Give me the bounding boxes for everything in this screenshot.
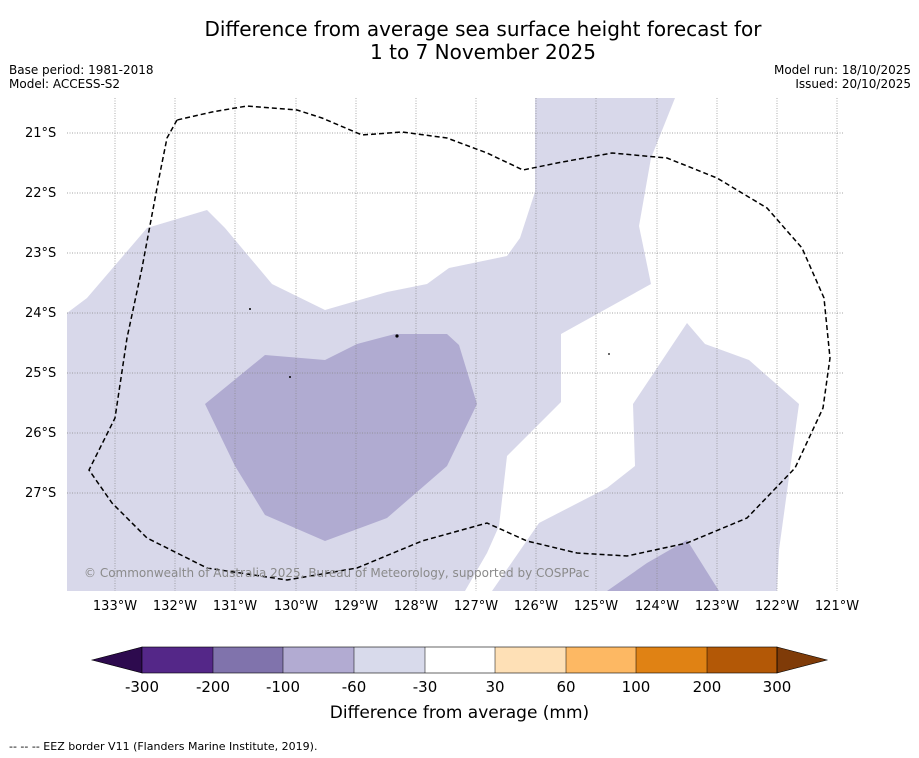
colorbar-tick-60: 60	[556, 678, 576, 696]
colorbar-title: Difference from average (mm)	[329, 703, 590, 723]
lat-label-24s: 24°S	[25, 306, 57, 321]
colorbar-tick-minus300: -300	[124, 678, 160, 696]
model-info: Base period: 1981-2018 Model: ACCESS-S2	[9, 63, 154, 91]
run-info: Model run: 18/10/2025 Issued: 20/10/2025	[774, 63, 911, 91]
medium-region-southeast	[607, 540, 719, 591]
lat-label-26s: 26°S	[25, 426, 57, 441]
lon-label-132w: 132°W	[152, 599, 198, 614]
eez-border-line	[88, 105, 831, 581]
lon-label-123w: 123°W	[694, 599, 740, 614]
island-2	[289, 376, 291, 378]
base-period: Base period: 1981-2018	[9, 63, 154, 77]
medium-anomaly-band	[205, 334, 719, 591]
model-name: Model: ACCESS-S2	[9, 77, 121, 91]
sea-height-map[interactable]	[67, 98, 843, 591]
island-3	[395, 334, 399, 338]
title-line-1: Difference from average sea surface heig…	[204, 17, 762, 41]
eez-footnote: -- -- -- EEZ border V11 (Flanders Marine…	[9, 740, 318, 753]
lat-label-22s: 22°S	[25, 186, 57, 201]
colorbar-outline	[141, 646, 778, 674]
lon-label-122w: 122°W	[754, 599, 800, 614]
colorbar-swatch-9	[707, 647, 777, 673]
colorbar-swatch-2	[213, 647, 283, 673]
colorbar-swatch-4	[354, 647, 425, 673]
medium-region-center	[205, 334, 477, 541]
colorbar-tick-200: 200	[692, 678, 722, 696]
lon-label-133w: 133°W	[92, 599, 138, 614]
colorbar-swatch-5	[425, 647, 495, 673]
colorbar	[90, 646, 829, 674]
colorbar-tick-minus60: -60	[341, 678, 367, 696]
lat-label-21s: 21°S	[25, 126, 57, 141]
lon-label-127w: 127°W	[453, 599, 499, 614]
colorbar-swatch-1	[142, 647, 213, 673]
colorbar-tick-minus200: -200	[195, 678, 231, 696]
lon-label-124w: 124°W	[634, 599, 680, 614]
lon-label-130w: 130°W	[273, 599, 319, 614]
islands	[249, 308, 610, 378]
map-title: Difference from average sea surface heig…	[0, 18, 919, 64]
map-gridlines	[67, 98, 843, 591]
colorbar-tick-minus100: -100	[265, 678, 301, 696]
island-1	[249, 308, 251, 310]
title-line-2: 1 to 7 November 2025	[370, 40, 596, 64]
copyright-notice: © Commonwealth of Australia 2025, Bureau…	[84, 566, 590, 580]
lat-label-25s: 25°S	[25, 366, 57, 381]
colorbar-tick-minus30: -30	[412, 678, 438, 696]
colorbar-swatch-6	[495, 647, 566, 673]
island-4	[608, 353, 610, 355]
colorbar-swatch-8	[636, 647, 707, 673]
colorbar-tick-300: 300	[762, 678, 792, 696]
lon-label-125w: 125°W	[573, 599, 619, 614]
lat-label-23s: 23°S	[25, 246, 57, 261]
light-region-east	[492, 323, 799, 591]
issued-date: Issued: 20/10/2025	[795, 77, 911, 91]
lon-label-131w: 131°W	[212, 599, 258, 614]
lon-label-121w: 121°W	[814, 599, 860, 614]
lat-label-27s: 27°S	[25, 486, 57, 501]
colorbar-tick-100: 100	[621, 678, 651, 696]
model-run-date: Model run: 18/10/2025	[773, 63, 911, 77]
colorbar-dividers	[212, 647, 708, 673]
colorbar-tick-30: 30	[485, 678, 505, 696]
colorbar-swatch-7	[566, 647, 636, 673]
colorbar-low-extend	[90, 646, 143, 674]
lon-label-126w: 126°W	[513, 599, 559, 614]
lon-label-129w: 129°W	[333, 599, 379, 614]
colorbar-swatch-3	[283, 647, 354, 673]
colorbar-high-extend	[776, 646, 829, 674]
lon-label-128w: 128°W	[393, 599, 439, 614]
